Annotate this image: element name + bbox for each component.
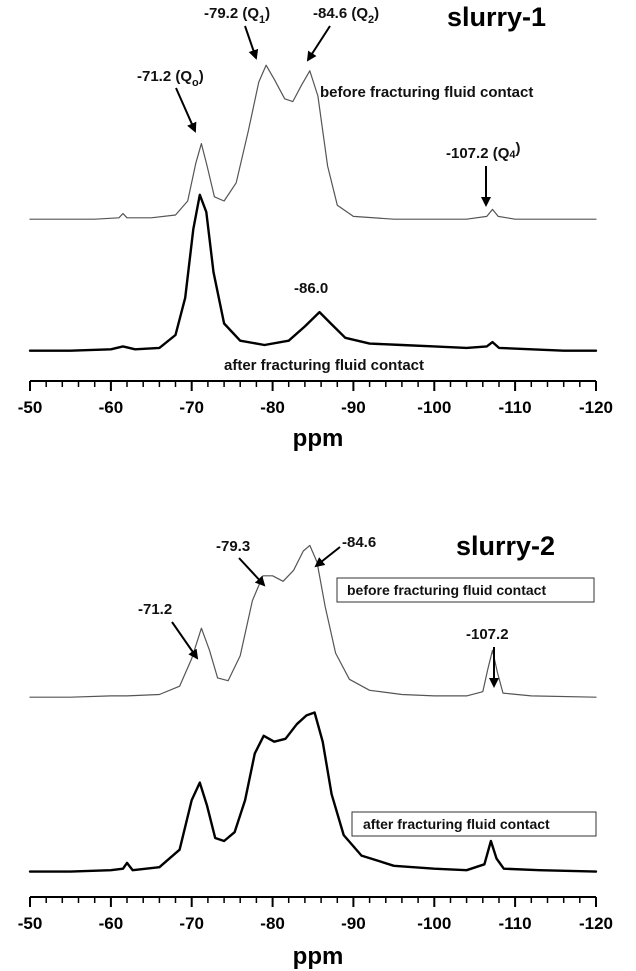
peak-label-q0: -71.2 (Qo) [137,68,204,89]
panel-title: slurry-2 [456,531,555,561]
x-tick-label: -120 [579,914,613,933]
spectrum-before-line [29,64,597,220]
spectrum-before-line [29,544,597,698]
x-tick-label: -100 [417,398,451,417]
x-tick-label: -90 [341,914,366,933]
x-axis: -50 -60 -70 -80 -90 -100 -110 -120 [18,380,613,417]
curve-label-before: before fracturing fluid contact [347,582,546,598]
x-tick-label: -120 [579,398,613,417]
arrow-q2 [306,25,331,62]
spectra-group [28,64,598,352]
x-axis-label: ppm [293,425,344,452]
curve-label-after: after fracturing fluid contact [363,816,550,832]
x-tick-label: -80 [260,914,285,933]
x-tick-label: -70 [179,914,204,933]
curve-label-before: before fracturing fluid contact [320,84,533,101]
x-tick-label: -50 [18,398,43,417]
x-axis: -50 -60 -70 -80 -90 -100 -110 -120 [18,896,613,933]
arrow-793 [238,557,266,587]
x-tick-label: -50 [18,914,43,933]
arrow-q1 [244,25,259,60]
peak-label-793: -79.3 [216,538,250,555]
x-tick-label: -70 [179,398,204,417]
legend-box-before [336,577,595,603]
x-tick-label: -110 [499,914,532,933]
x-tick-label: -100 [417,914,451,933]
peak-label-1072: -107.2 [466,626,509,643]
x-tick-label: -90 [341,398,366,417]
peak-label-q2: -84.6 (Q2) [313,5,379,26]
peak-label-q1: -79.2 (Q1) [204,5,270,26]
curve-label-after: after fracturing fluid contact [224,357,424,374]
peak-label-712: -71.2 [138,601,172,618]
x-axis-label: ppm [293,943,344,970]
panel-slurry-2: slurry-2 -71.2 -79.3 -84.6 before fractu… [18,531,613,970]
spectra-group [28,544,598,873]
x-tick-label: -60 [99,398,124,417]
x-tick-label: -80 [260,398,285,417]
x-tick-label: -60 [99,914,124,933]
spectrum-after-line [28,193,598,352]
arrow-712 [171,621,199,660]
x-tick-label: -110 [499,398,532,417]
legend-box-after [351,811,597,837]
arrow-846 [314,546,341,568]
peak-label-q4: -107.2 (Q)4) [446,140,521,162]
peak-label-860: -86.0 [294,280,328,297]
panel-title: slurry-1 [447,2,546,32]
arrow-q0 [175,87,197,133]
panel-slurry-1: slurry-1 -71.2 (Qo) -79.2 (Q1) -84.6 (Q2… [18,2,613,452]
peak-label-846: -84.6 [342,534,376,551]
spectrum-after-line [28,711,598,873]
